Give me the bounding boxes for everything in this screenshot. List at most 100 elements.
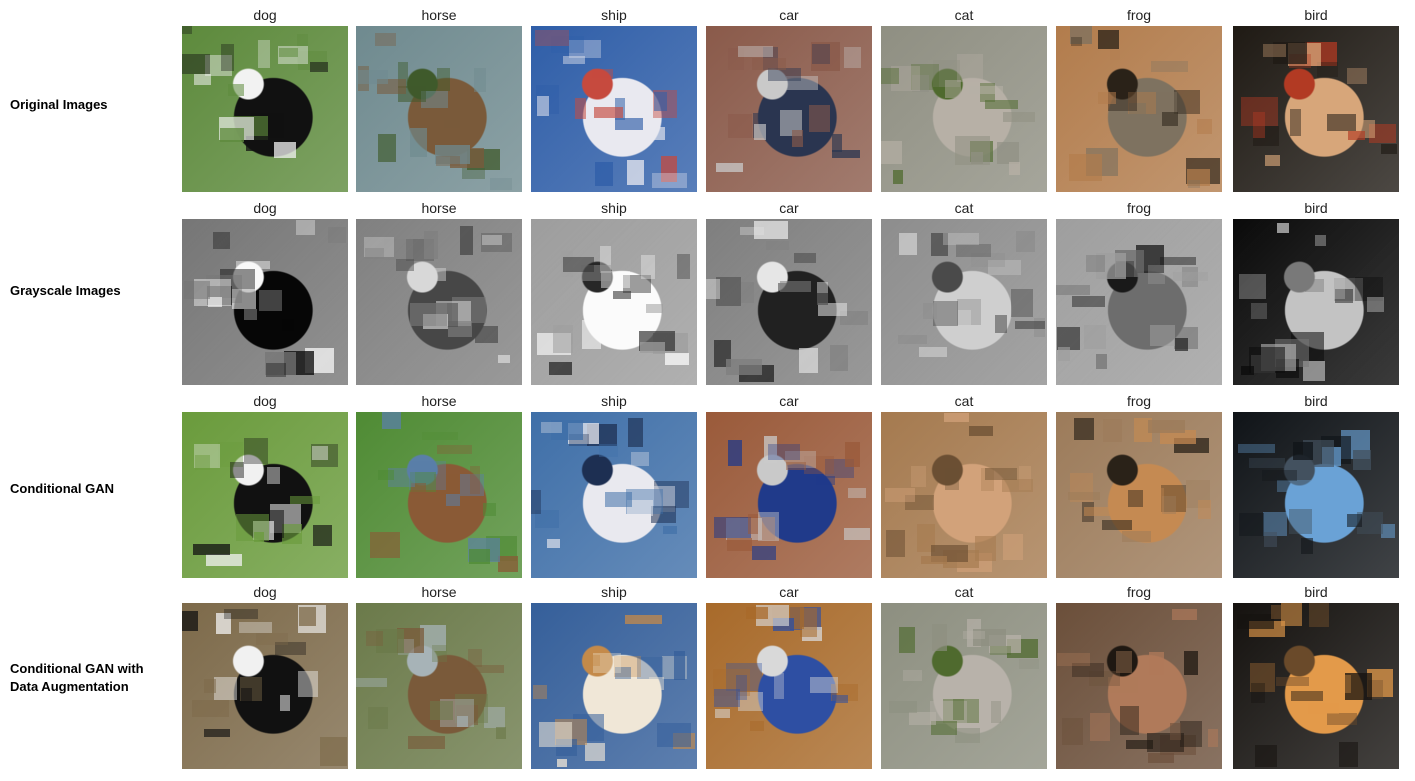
pixel-block xyxy=(1301,538,1313,554)
image-cell: frog xyxy=(1056,6,1222,192)
pixel-block xyxy=(651,506,676,523)
pixel-block xyxy=(483,503,496,516)
pixel-block xyxy=(256,633,288,645)
pixel-block xyxy=(1161,485,1186,512)
pixel-block xyxy=(800,608,817,637)
pixel-block xyxy=(754,124,766,140)
pixel-block xyxy=(490,178,512,190)
pixel-block xyxy=(932,624,947,651)
pixel-block xyxy=(1016,231,1035,252)
pixel-block xyxy=(614,656,641,677)
pixel-block xyxy=(1162,112,1178,126)
image-caption: bird xyxy=(1304,393,1328,409)
pixel-block xyxy=(665,353,689,365)
pixel-block xyxy=(886,530,905,557)
pixel-block xyxy=(472,665,504,673)
pixel-block xyxy=(290,496,320,504)
image-thumbnail xyxy=(182,26,348,192)
pixel-block xyxy=(758,512,779,541)
pixel-block xyxy=(816,476,835,485)
pixel-block xyxy=(1315,235,1326,246)
pixel-block xyxy=(726,663,762,691)
pixel-block xyxy=(716,277,741,306)
pixel-block xyxy=(933,301,958,326)
pixel-block xyxy=(809,105,830,132)
pixel-block xyxy=(299,607,316,626)
pixel-block xyxy=(1327,713,1357,725)
pixel-block xyxy=(388,468,415,487)
pixel-block xyxy=(1239,274,1266,299)
pixel-block xyxy=(1009,162,1020,175)
pixel-block xyxy=(1347,68,1367,84)
pixel-block xyxy=(1249,347,1285,373)
image-caption: frog xyxy=(1126,7,1152,23)
pixel-block xyxy=(1120,706,1139,735)
pixel-block xyxy=(1353,450,1371,470)
pixel-block xyxy=(1238,444,1275,453)
pixel-block xyxy=(474,68,486,92)
pixel-block xyxy=(436,156,460,166)
pixel-block xyxy=(921,556,947,564)
pixel-block xyxy=(1276,677,1309,686)
pixel-block xyxy=(193,544,230,555)
pixel-block xyxy=(1096,354,1107,369)
pixel-block xyxy=(766,241,789,250)
pixel-block xyxy=(266,363,286,377)
pixel-block xyxy=(595,162,613,186)
image-thumbnail xyxy=(706,26,872,192)
pixel-block xyxy=(728,48,744,70)
image-caption: frog xyxy=(1126,393,1152,409)
pixel-block xyxy=(1237,614,1274,629)
pixel-block xyxy=(206,554,242,566)
pixel-block xyxy=(1089,671,1120,686)
pixel-block xyxy=(582,320,601,349)
pixel-block xyxy=(221,44,234,71)
pixel-block xyxy=(424,231,438,259)
pixel-block xyxy=(638,127,665,140)
pixel-block xyxy=(832,134,842,152)
pixel-block xyxy=(990,646,1011,655)
image-caption: dog xyxy=(253,7,277,23)
image-thumbnail xyxy=(706,412,872,578)
pixel-block xyxy=(1309,603,1329,627)
pixel-block xyxy=(741,282,754,303)
pixel-block xyxy=(889,701,917,713)
pixel-block xyxy=(661,156,677,182)
row-label: Conditional GAN xyxy=(10,481,114,496)
image-cell: cat xyxy=(881,199,1047,385)
pixel-block xyxy=(1277,223,1289,233)
pixel-block xyxy=(752,58,786,70)
pixel-block xyxy=(985,100,1018,109)
pixel-block xyxy=(437,68,450,91)
image-thumbnail xyxy=(531,412,697,578)
pixel-block xyxy=(408,736,445,749)
pixel-block xyxy=(1339,742,1358,767)
image-thumbnail xyxy=(356,412,522,578)
pixel-block xyxy=(716,163,743,172)
pixel-block xyxy=(1291,691,1323,701)
pixel-block xyxy=(899,627,915,653)
pixel-block xyxy=(313,525,332,546)
pixel-block xyxy=(1172,609,1197,620)
pixel-block xyxy=(627,160,644,185)
image-caption: horse xyxy=(421,393,457,409)
pixel-block xyxy=(356,678,387,687)
pixel-block xyxy=(917,524,935,552)
pixel-block xyxy=(1129,103,1146,116)
pixel-block xyxy=(1187,169,1210,186)
pixel-block xyxy=(1110,50,1120,60)
pixel-block xyxy=(216,613,231,634)
pixel-block xyxy=(1287,684,1300,705)
pixel-block xyxy=(997,142,1019,164)
pixel-block xyxy=(1173,272,1208,281)
pixel-block xyxy=(943,699,979,723)
pixel-block xyxy=(953,699,964,720)
pixel-block xyxy=(646,304,663,313)
pixel-block xyxy=(985,468,1017,480)
pixel-block xyxy=(613,291,631,299)
pixel-block xyxy=(462,168,485,179)
pixel-block xyxy=(421,91,448,108)
image-caption: ship xyxy=(601,200,627,216)
pixel-block xyxy=(280,695,290,711)
image-caption: frog xyxy=(1126,200,1152,216)
